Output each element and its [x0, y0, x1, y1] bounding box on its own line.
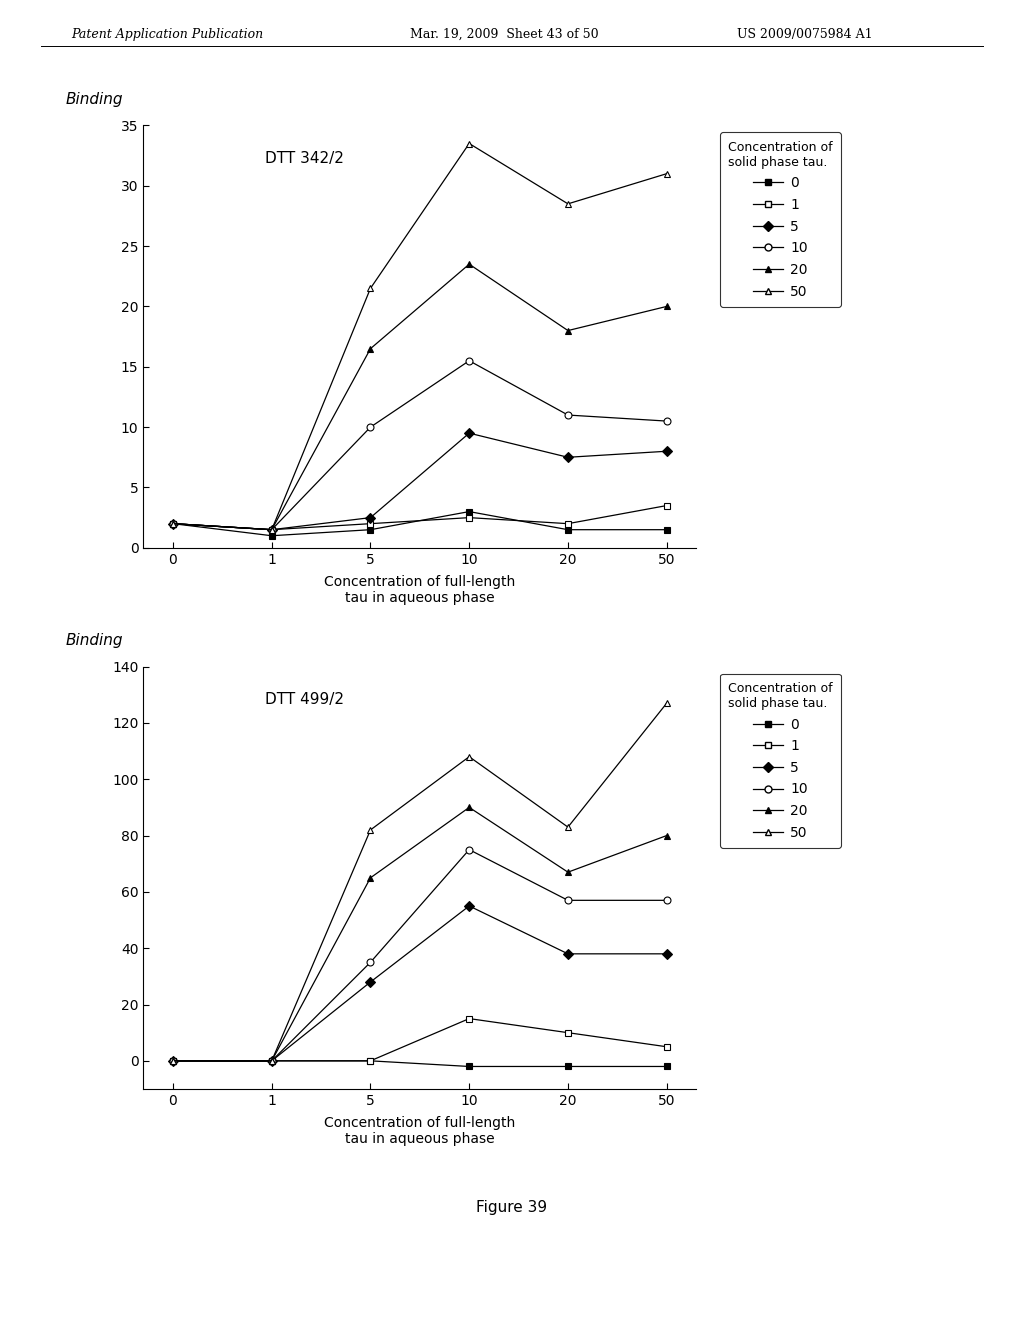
Text: Binding: Binding [66, 91, 124, 107]
Text: US 2009/0075984 A1: US 2009/0075984 A1 [737, 28, 872, 41]
Text: Patent Application Publication: Patent Application Publication [72, 28, 264, 41]
Text: Binding: Binding [66, 632, 124, 648]
Text: DTT 499/2: DTT 499/2 [265, 692, 344, 708]
Text: Figure 39: Figure 39 [476, 1200, 548, 1216]
Text: DTT 342/2: DTT 342/2 [265, 150, 344, 166]
Legend: 0, 1, 5, 10, 20, 50: 0, 1, 5, 10, 20, 50 [720, 673, 841, 847]
Legend: 0, 1, 5, 10, 20, 50: 0, 1, 5, 10, 20, 50 [720, 132, 841, 306]
X-axis label: Concentration of full-length
tau in aqueous phase: Concentration of full-length tau in aque… [325, 1117, 515, 1146]
Text: Mar. 19, 2009  Sheet 43 of 50: Mar. 19, 2009 Sheet 43 of 50 [410, 28, 598, 41]
X-axis label: Concentration of full-length
tau in aqueous phase: Concentration of full-length tau in aque… [325, 576, 515, 605]
